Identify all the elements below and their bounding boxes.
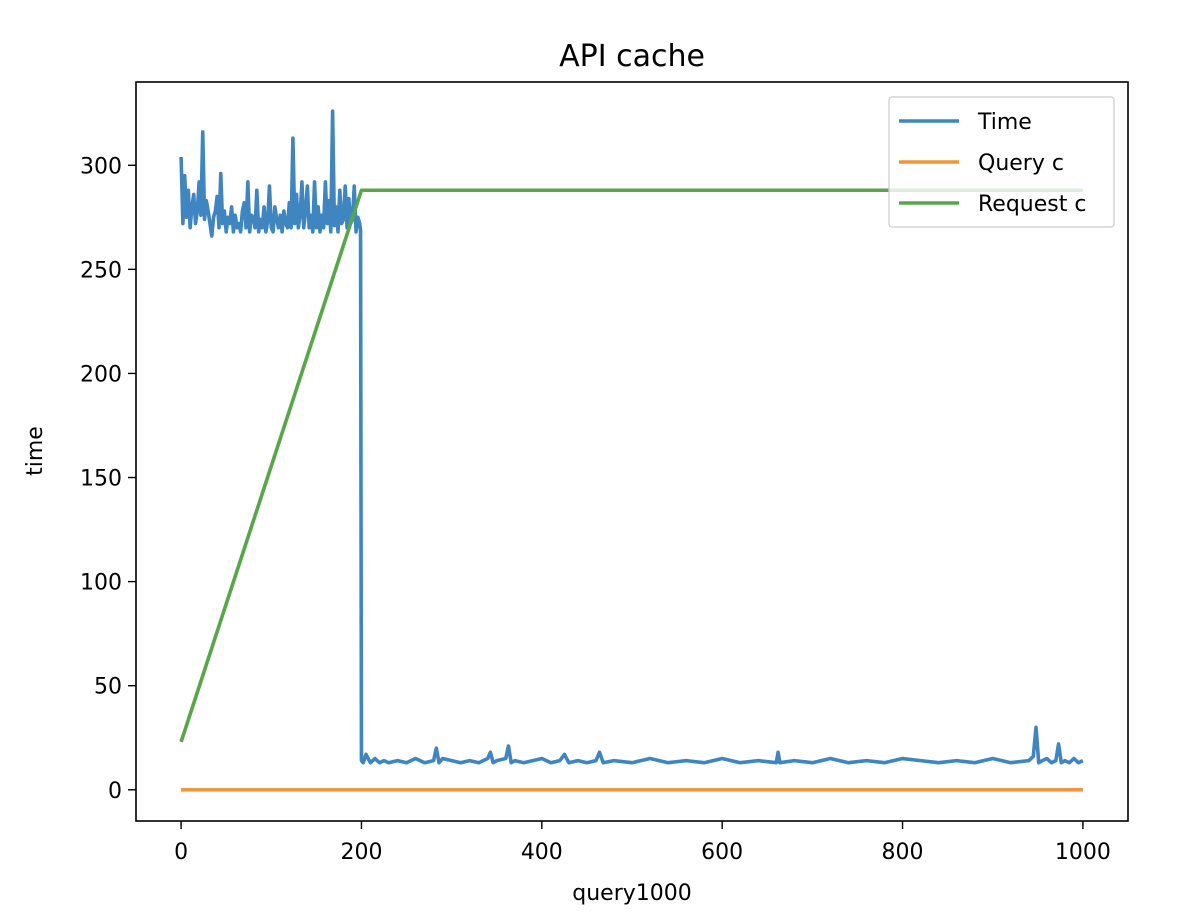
y-tick-label: 0 bbox=[108, 779, 122, 804]
x-tick-label: 600 bbox=[701, 840, 743, 865]
chart-title: API cache bbox=[559, 39, 705, 74]
x-axis-ticks: 0 200 400 600 800 1000 bbox=[174, 821, 1111, 865]
legend-label: Query c bbox=[978, 151, 1064, 176]
series-line-time bbox=[179, 109, 1084, 765]
x-tick-label: 0 bbox=[174, 840, 188, 865]
legend-label: Request c bbox=[978, 192, 1086, 217]
legend: Time Query c Request c bbox=[888, 96, 1115, 228]
y-tick-label: 200 bbox=[80, 362, 122, 387]
y-tick-label: 300 bbox=[80, 154, 122, 179]
legend-label: Time bbox=[977, 110, 1032, 135]
x-tick-label: 400 bbox=[521, 840, 563, 865]
y-tick-label: 150 bbox=[80, 467, 122, 492]
x-tick-label: 1000 bbox=[1055, 840, 1111, 865]
y-tick-label: 100 bbox=[80, 571, 122, 596]
x-tick-label: 200 bbox=[340, 840, 382, 865]
y-tick-label: 250 bbox=[80, 258, 122, 283]
y-axis-ticks: 0 50 100 150 200 250 300 bbox=[80, 154, 136, 804]
y-axis-label: time bbox=[23, 426, 48, 476]
plot-frame bbox=[135, 81, 1129, 822]
x-tick-label: 800 bbox=[882, 840, 924, 865]
plot-lines bbox=[179, 109, 1084, 792]
legend-box bbox=[888, 96, 1115, 228]
x-axis-label: query1000 bbox=[572, 881, 692, 906]
series-line-request-c bbox=[179, 188, 1083, 743]
y-tick-label: 50 bbox=[94, 675, 122, 700]
